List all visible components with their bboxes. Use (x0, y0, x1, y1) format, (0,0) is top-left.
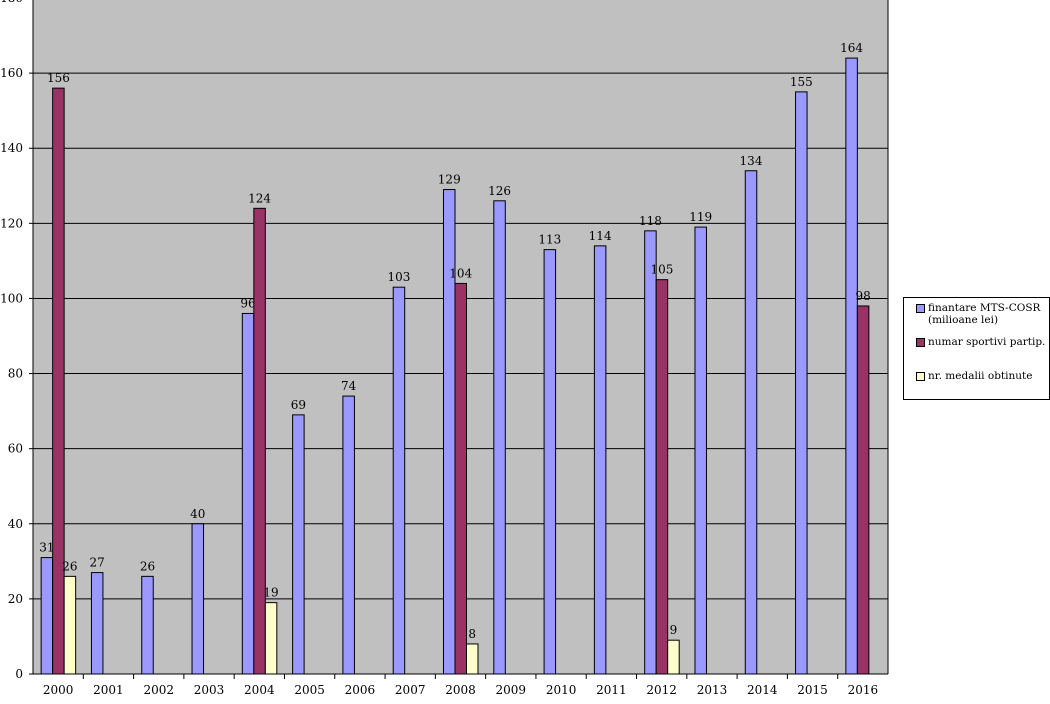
bar-athletes (454, 282, 467, 675)
data-label: 105 (650, 263, 673, 277)
data-label: 134 (740, 154, 763, 168)
legend-swatch-medals (916, 372, 925, 381)
bar-funding (795, 91, 808, 675)
bar-athletes (856, 305, 870, 675)
y-tick-label: 140 (0, 141, 23, 155)
data-label: 74 (341, 379, 357, 393)
x-tick-label: 2015 (797, 683, 828, 697)
bar-funding (694, 226, 707, 675)
data-label: 113 (538, 233, 561, 247)
y-tick-label: 60 (8, 442, 23, 456)
x-tick-label: 2002 (143, 683, 174, 697)
data-label: 40 (190, 507, 205, 521)
data-label: 8 (468, 627, 476, 641)
x-tick-label: 2008 (445, 683, 476, 697)
bar-funding (443, 189, 456, 675)
data-label: 103 (388, 270, 411, 284)
bar-funding (644, 230, 657, 675)
data-label: 96 (240, 296, 255, 310)
x-tick-label: 2007 (395, 683, 426, 697)
bar-athletes (253, 207, 266, 675)
y-tick-label: 20 (8, 592, 23, 606)
bar-funding (191, 523, 205, 675)
data-label: 155 (790, 75, 813, 89)
x-tick-label: 2013 (697, 683, 728, 697)
legend: finantare MTS-COSR (milioane lei) numar … (903, 297, 1050, 400)
legend-label-medals: nr. medalii obtinute (928, 370, 1033, 382)
y-tick-label: 80 (8, 367, 23, 381)
legend-label-athletes: numar sportivi partip. (928, 336, 1046, 348)
data-label: 129 (438, 173, 461, 187)
data-label: 19 (263, 586, 278, 600)
bar-medals (63, 575, 77, 675)
legend-label-funding: finantare MTS-COSR (milioane lei) (928, 302, 1041, 326)
bar-funding (744, 170, 758, 675)
bar-funding (593, 245, 607, 675)
data-label: 114 (589, 229, 612, 243)
x-tick-label: 2012 (646, 683, 677, 697)
x-tick-label: 2016 (848, 683, 879, 697)
legend-swatch-athletes (916, 338, 925, 347)
bar-athletes (655, 279, 669, 675)
data-label: 31 (39, 541, 54, 555)
y-tick-label: 120 (0, 216, 23, 230)
x-tick-label: 2006 (345, 683, 376, 697)
data-label: 126 (488, 184, 511, 198)
x-tick-label: 2009 (496, 683, 527, 697)
x-tick-label: 2001 (93, 683, 124, 697)
x-tick-label: 2004 (244, 683, 275, 697)
x-tick-label: 2000 (43, 683, 74, 697)
bar-funding (543, 249, 557, 675)
bar-athletes (52, 87, 65, 675)
y-tick-label: 180 (0, 0, 23, 5)
data-label: 156 (47, 71, 70, 85)
bar-medals (667, 639, 680, 675)
x-tick-label: 2003 (194, 683, 225, 697)
y-tick-label: 100 (0, 291, 23, 305)
data-label: 69 (291, 398, 306, 412)
bar-funding (141, 575, 154, 675)
y-tick-label: 0 (15, 667, 23, 681)
y-tick-label: 160 (0, 66, 23, 80)
data-label: 26 (140, 559, 155, 573)
bar-funding (40, 557, 54, 675)
data-label: 118 (639, 214, 662, 228)
data-label: 104 (449, 266, 472, 280)
bar-funding (493, 200, 506, 675)
legend-item-athletes: numar sportivi partip. (916, 336, 1045, 348)
legend-item-funding: finantare MTS-COSR (milioane lei) (916, 302, 1040, 326)
bar-funding (90, 572, 104, 675)
bar-medals (466, 643, 479, 675)
x-tick-label: 2011 (596, 683, 627, 697)
data-label: 124 (248, 191, 271, 205)
legend-item-medals: nr. medalii obtinute (916, 370, 1032, 382)
bar-funding (342, 395, 355, 675)
data-label: 27 (90, 556, 105, 570)
data-label: 98 (855, 289, 870, 303)
bar-funding (292, 414, 305, 675)
data-label: 26 (62, 559, 77, 573)
bar-funding (241, 312, 255, 675)
data-label: 164 (840, 41, 863, 55)
x-tick-label: 2005 (294, 683, 325, 697)
y-tick-label: 40 (8, 517, 23, 531)
bar-medals (264, 602, 278, 675)
x-tick-label: 2014 (747, 683, 778, 697)
legend-swatch-funding (916, 304, 925, 313)
data-label: 9 (670, 623, 678, 637)
bar-funding (845, 57, 858, 675)
data-label: 119 (689, 210, 712, 224)
bar-funding (392, 286, 406, 675)
x-tick-label: 2010 (546, 683, 577, 697)
